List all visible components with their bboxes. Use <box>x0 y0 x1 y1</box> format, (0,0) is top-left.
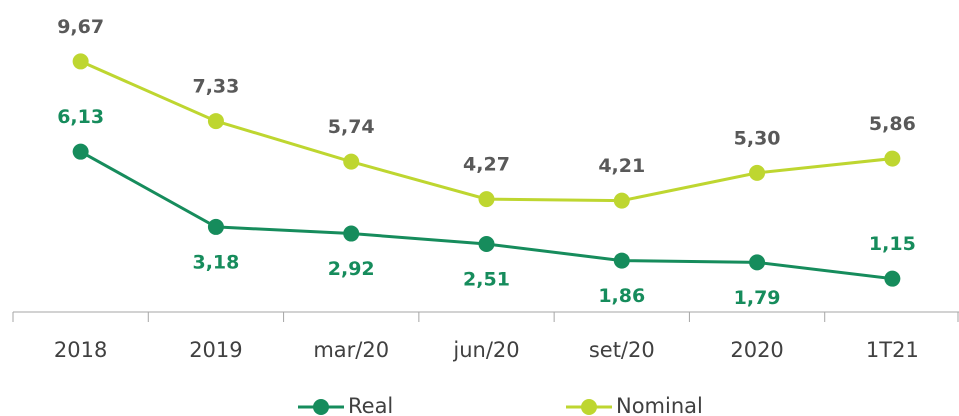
x-tick-label: 1T21 <box>866 338 919 362</box>
data-point <box>207 218 224 235</box>
legend-label: Real <box>348 394 393 416</box>
x-tick-label: set/20 <box>589 338 655 362</box>
value-label: 5,74 <box>328 116 375 138</box>
value-label: 9,67 <box>57 16 104 38</box>
data-point <box>343 225 360 242</box>
value-label: 2,92 <box>328 258 375 280</box>
legend-marker <box>581 399 597 415</box>
data-point <box>884 150 901 167</box>
legend-marker <box>313 399 329 415</box>
x-tick-label: 2019 <box>189 338 242 362</box>
value-label: 1,15 <box>869 233 916 255</box>
x-tick-label: 2020 <box>730 338 783 362</box>
x-tick-label: mar/20 <box>313 338 389 362</box>
data-point <box>207 113 224 130</box>
value-label: 2,51 <box>463 268 510 290</box>
x-tick-label: 2018 <box>54 338 107 362</box>
value-label: 3,18 <box>192 251 239 273</box>
data-point <box>613 252 630 269</box>
data-point <box>478 235 495 252</box>
value-label: 7,33 <box>192 76 239 98</box>
value-label: 5,30 <box>734 127 781 149</box>
data-point <box>478 191 495 208</box>
data-point <box>884 270 901 287</box>
value-label: 4,27 <box>463 154 510 176</box>
data-point <box>613 192 630 209</box>
value-label: 6,13 <box>57 106 104 128</box>
x-tick-label: jun/20 <box>452 338 519 362</box>
legend-label: Nominal <box>616 394 703 416</box>
data-point <box>72 143 89 160</box>
value-label: 4,21 <box>598 155 645 177</box>
data-point <box>749 164 766 181</box>
data-point <box>343 153 360 170</box>
value-label: 1,86 <box>598 285 645 307</box>
data-point <box>72 53 89 70</box>
value-label: 1,79 <box>734 287 781 309</box>
value-label: 5,86 <box>869 113 916 135</box>
data-point <box>749 254 766 271</box>
